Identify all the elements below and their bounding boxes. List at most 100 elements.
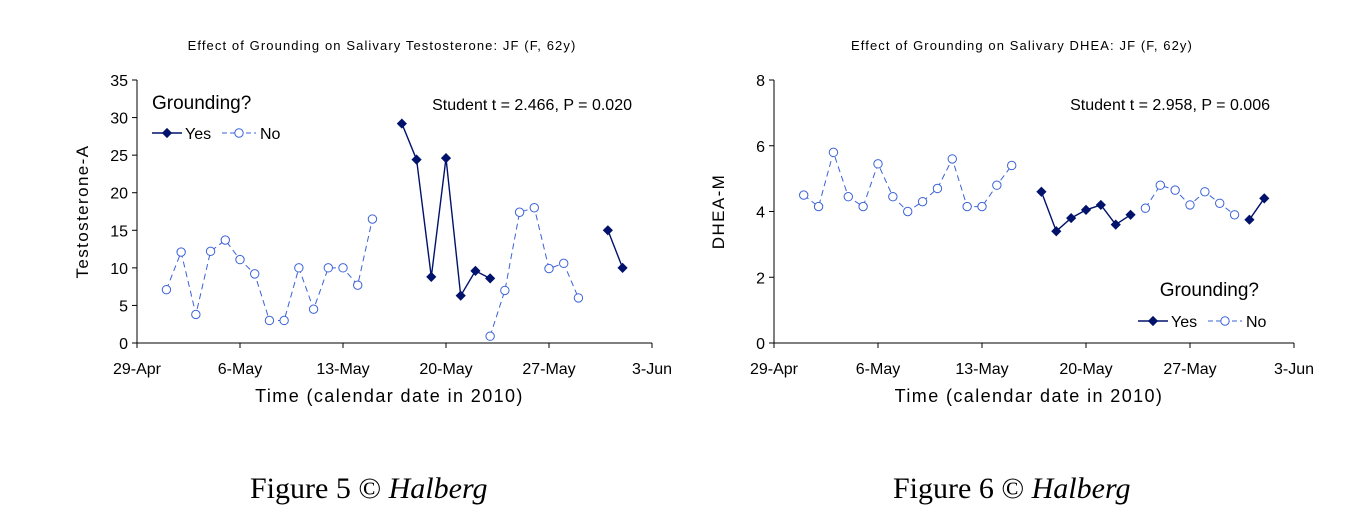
yes-data-point (1244, 214, 1255, 225)
no-data-point (235, 254, 245, 265)
y-tick-label: 2 (756, 270, 765, 287)
figure-5-caption-prefix: Figure 5 © (250, 472, 389, 505)
no-data-point (992, 180, 1002, 190)
no-data-point (573, 293, 584, 303)
no-data-point (1229, 210, 1240, 220)
no-data-point (813, 201, 824, 212)
legend-yes-label: Yes (185, 126, 211, 143)
x-tick-label: 3-Jun (1274, 361, 1314, 378)
yes-data-point (602, 225, 613, 236)
yes-data-point (617, 262, 628, 273)
yes-data-point (411, 154, 422, 165)
y-tick-label: 15 (110, 223, 128, 240)
no-data-point (367, 214, 378, 224)
no-data-point (529, 203, 539, 213)
yes-data-point (1125, 209, 1136, 220)
no-data-point (205, 246, 216, 257)
x-axis-label: Time (calendar date in 2010) (895, 386, 1164, 406)
x-tick-label: 29-Apr (750, 361, 799, 378)
no-data-point (1140, 203, 1151, 213)
legend-yes-label: Yes (1171, 314, 1197, 331)
statistics-annotation: Student t = 2.958, P = 0.006 (1070, 97, 1270, 114)
no-data-point (1170, 185, 1180, 195)
no-data-point (220, 235, 230, 245)
no-data-point (294, 263, 304, 273)
no-data-point (353, 280, 363, 290)
x-axis-label: Time (calendar date in 2010) (255, 386, 524, 406)
x-tick-label: 6-May (856, 361, 900, 378)
dhea-chart: Effect of Grounding on Salivary DHEA: JF… (709, 38, 1314, 406)
legend-title: Grounding? (152, 93, 251, 114)
y-tick-label: 20 (110, 186, 128, 203)
no-data-point (500, 285, 510, 296)
x-tick-label: 6-May (218, 361, 262, 378)
y-tick-label: 8 (756, 73, 765, 90)
figure-5-caption-author: Halberg (388, 472, 488, 505)
no-data-point (873, 159, 883, 169)
yes-data-point (396, 118, 407, 129)
no-data-point (962, 201, 972, 212)
no-data-point (279, 315, 289, 326)
no-data-point (947, 154, 957, 164)
legend-no-label: No (260, 126, 281, 143)
legend-no-marker (1220, 316, 1230, 326)
no-data-point (514, 207, 525, 217)
yes-data-point (426, 271, 437, 282)
no-data-point (264, 315, 275, 326)
no-data-point (828, 147, 839, 158)
yes-series-line (607, 230, 624, 269)
x-tick-label: 13-May (955, 361, 1008, 378)
legend-no-marker (234, 128, 244, 138)
no-data-point (250, 269, 260, 279)
figure-5-caption: Figure 5 © Halberg (250, 472, 488, 506)
no-data-point (338, 263, 348, 273)
y-tick-label: 10 (110, 261, 128, 278)
x-tick-label: 3-Jun (632, 361, 672, 378)
no-data-point (932, 183, 943, 194)
testosterone-chart: Effect of Grounding on Salivary Testoste… (73, 38, 672, 406)
no-data-point (843, 192, 853, 202)
y-tick-label: 25 (110, 148, 128, 165)
legend-title: Grounding? (1160, 280, 1259, 301)
y-tick-label: 6 (756, 139, 765, 156)
y-axis-label: DHEA-M (709, 174, 728, 249)
no-data-point (308, 304, 319, 314)
figure-6-caption-author: Halberg (1031, 472, 1131, 505)
y-tick-label: 5 (119, 298, 128, 315)
no-data-point (559, 258, 569, 269)
yes-data-point (440, 153, 452, 164)
no-data-point (1215, 198, 1225, 208)
x-tick-label: 20-May (419, 361, 472, 378)
chart-title: Effect of Grounding on Salivary DHEA: JF… (851, 38, 1193, 53)
legend-no-label: No (1246, 314, 1267, 331)
no-data-point (191, 309, 201, 320)
no-data-point (176, 247, 186, 257)
no-data-point (888, 192, 898, 202)
no-data-point (799, 190, 809, 200)
y-tick-label: 0 (119, 336, 128, 353)
no-data-point (161, 284, 172, 295)
x-tick-label: 20-May (1059, 361, 1112, 378)
no-data-point (544, 263, 554, 274)
yes-data-point (1036, 186, 1047, 197)
yes-data-point (1080, 204, 1092, 215)
no-data-point (903, 206, 913, 217)
statistics-annotation: Student t = 2.466, P = 0.020 (432, 97, 632, 114)
legend-yes-marker (161, 127, 173, 139)
no-data-point (858, 201, 868, 212)
no-data-point (1200, 187, 1210, 197)
chart-title: Effect of Grounding on Salivary Testoste… (188, 38, 577, 53)
no-data-point (1155, 180, 1165, 190)
no-data-point (1185, 200, 1195, 210)
y-axis-label: Testosterone-A (73, 145, 92, 279)
x-tick-label: 27-May (1163, 361, 1216, 378)
x-tick-label: 27-May (522, 361, 575, 378)
no-data-point (323, 263, 333, 273)
legend-yes-marker (1147, 315, 1159, 327)
x-tick-label: 29-Apr (113, 361, 162, 378)
yes-data-point (485, 273, 496, 284)
no-data-point (485, 331, 495, 341)
no-data-point (977, 201, 987, 212)
y-tick-label: 30 (110, 111, 128, 128)
no-data-point (1007, 160, 1017, 171)
